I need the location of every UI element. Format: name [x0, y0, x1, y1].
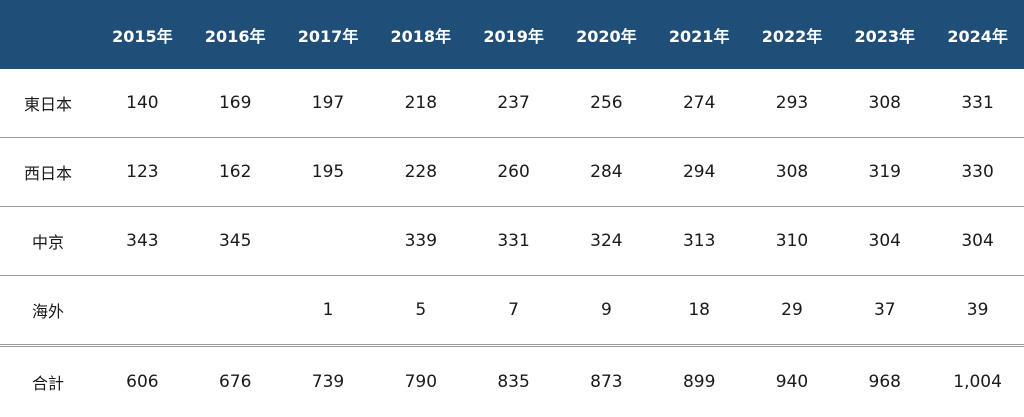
total-label: 合計 [0, 346, 96, 417]
table-body: 東日本 140 169 197 218 237 256 274 293 308 … [0, 69, 1024, 417]
total-cell: 676 [189, 346, 282, 417]
table-cell: 274 [653, 69, 746, 138]
year-header: 2015年 [96, 0, 189, 69]
table-cell: 195 [282, 138, 375, 207]
header-corner-cell [0, 0, 96, 69]
table-cell: 7 [467, 276, 560, 346]
table-cell: 331 [467, 207, 560, 276]
table-cell: 197 [282, 69, 375, 138]
table-cell: 339 [374, 207, 467, 276]
year-header: 2017年 [282, 0, 375, 69]
table-cell: 218 [374, 69, 467, 138]
table-cell: 260 [467, 138, 560, 207]
table-cell: 331 [931, 69, 1024, 138]
year-header: 2016年 [189, 0, 282, 69]
total-cell: 968 [838, 346, 931, 417]
table-cell: 162 [189, 138, 282, 207]
table-cell: 319 [838, 138, 931, 207]
table-row-overseas: 海外 1 5 7 9 18 29 37 39 [0, 276, 1024, 346]
year-header: 2018年 [374, 0, 467, 69]
year-header: 2023年 [838, 0, 931, 69]
table-cell: 9 [560, 276, 653, 346]
table-cell: 5 [374, 276, 467, 346]
total-cell: 739 [282, 346, 375, 417]
row-label: 東日本 [0, 69, 96, 138]
year-header: 2021年 [653, 0, 746, 69]
total-cell: 899 [653, 346, 746, 417]
header-row: 2015年 2016年 2017年 2018年 2019年 2020年 2021… [0, 0, 1024, 69]
table-cell: 29 [746, 276, 839, 346]
table-cell: 324 [560, 207, 653, 276]
year-header: 2022年 [746, 0, 839, 69]
table-cell: 294 [653, 138, 746, 207]
table-row-west-japan: 西日本 123 162 195 228 260 284 294 308 319 … [0, 138, 1024, 207]
table-cell: 308 [746, 138, 839, 207]
table-cell: 237 [467, 69, 560, 138]
table-row-east-japan: 東日本 140 169 197 218 237 256 274 293 308 … [0, 69, 1024, 138]
table-cell [282, 207, 375, 276]
table-cell: 293 [746, 69, 839, 138]
row-label: 西日本 [0, 138, 96, 207]
total-cell: 873 [560, 346, 653, 417]
row-label: 海外 [0, 276, 96, 346]
total-cell: 790 [374, 346, 467, 417]
table-cell: 343 [96, 207, 189, 276]
table-cell: 284 [560, 138, 653, 207]
table-cell: 1 [282, 276, 375, 346]
table-row-total: 合計 606 676 739 790 835 873 899 940 968 1… [0, 346, 1024, 417]
table-cell: 308 [838, 69, 931, 138]
table-cell [189, 276, 282, 346]
table-cell: 37 [838, 276, 931, 346]
total-cell: 606 [96, 346, 189, 417]
table-cell: 304 [838, 207, 931, 276]
table-cell: 304 [931, 207, 1024, 276]
table-cell: 310 [746, 207, 839, 276]
table-cell: 330 [931, 138, 1024, 207]
total-cell: 1,004 [931, 346, 1024, 417]
total-cell: 940 [746, 346, 839, 417]
year-header: 2020年 [560, 0, 653, 69]
table-header: 2015年 2016年 2017年 2018年 2019年 2020年 2021… [0, 0, 1024, 69]
year-header: 2019年 [467, 0, 560, 69]
table-cell: 18 [653, 276, 746, 346]
table-cell: 228 [374, 138, 467, 207]
total-cell: 835 [467, 346, 560, 417]
table-cell: 140 [96, 69, 189, 138]
table-cell: 345 [189, 207, 282, 276]
table-cell: 169 [189, 69, 282, 138]
table-row-chukyo: 中京 343 345 339 331 324 313 310 304 304 [0, 207, 1024, 276]
table-cell: 256 [560, 69, 653, 138]
row-label: 中京 [0, 207, 96, 276]
year-header: 2024年 [931, 0, 1024, 69]
table-cell: 123 [96, 138, 189, 207]
table-cell: 39 [931, 276, 1024, 346]
table-cell [96, 276, 189, 346]
table-cell: 313 [653, 207, 746, 276]
